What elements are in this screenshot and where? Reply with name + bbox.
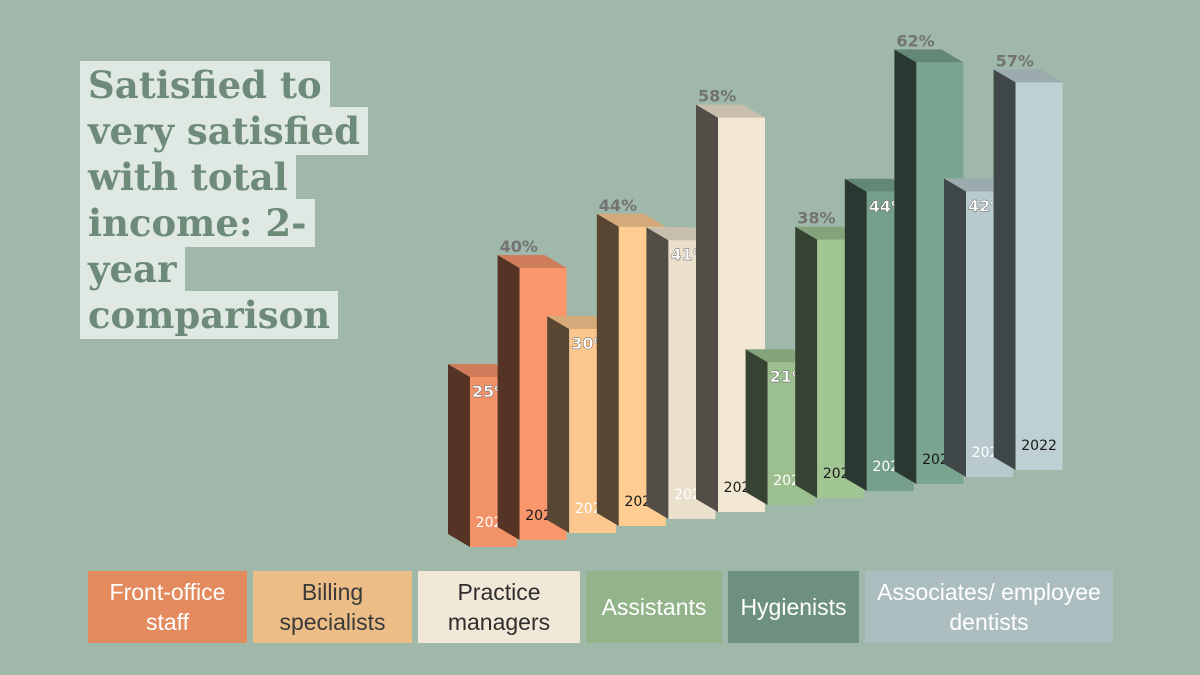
bar-top <box>696 104 765 118</box>
title-box: Satisfied to very satisfied with total i… <box>80 61 380 339</box>
value-label: 57% <box>996 51 1034 70</box>
bar-side <box>497 255 520 540</box>
bar-top <box>993 69 1063 83</box>
value-label: 40% <box>500 237 538 256</box>
bar-side <box>844 178 867 492</box>
bar-side <box>547 316 570 533</box>
bar-side <box>944 178 966 477</box>
value-label: 58% <box>698 87 736 106</box>
legend-item: Billing specialists <box>253 571 412 643</box>
bar-side <box>646 227 669 519</box>
legend-item: Hygienists <box>728 571 859 643</box>
bar <box>1015 82 1063 471</box>
bar-top <box>894 49 964 63</box>
bar-top <box>497 255 567 268</box>
legend-item: Associates/ employee dentists <box>865 571 1113 643</box>
bar-side <box>795 226 818 498</box>
bar-side <box>745 349 768 505</box>
bar-side <box>596 213 619 527</box>
bar-side <box>993 69 1016 471</box>
bar-side <box>448 364 470 547</box>
bar-side <box>696 104 718 512</box>
legend-item: Assistants <box>586 571 722 643</box>
legend-item: Practice managers <box>418 571 580 643</box>
legend: Front-office staff Billing specialists Pra… <box>88 571 1113 643</box>
legend-item: Front-office staff <box>88 571 247 643</box>
bar-top <box>596 213 666 227</box>
bar-side <box>894 49 917 485</box>
value-label: 62% <box>896 31 934 50</box>
year-label: 2022 <box>1021 438 1057 454</box>
value-label: 38% <box>797 209 835 228</box>
value-label: 44% <box>599 196 637 215</box>
